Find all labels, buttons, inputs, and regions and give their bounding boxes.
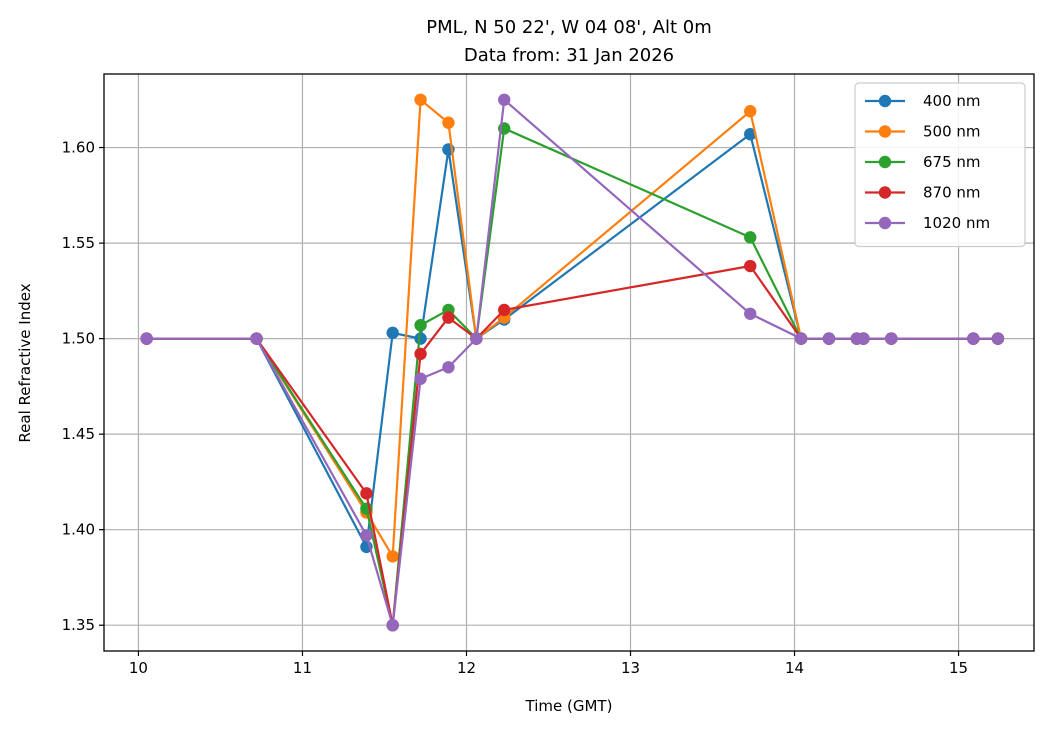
x-axis-label: Time (GMT)	[525, 697, 613, 715]
legend-box	[854, 82, 1026, 248]
data-point-870-nm	[498, 303, 511, 317]
x-tick-label: 14	[785, 659, 804, 677]
data-point-500-nm	[442, 116, 455, 129]
data-point-1020-nm	[470, 332, 483, 345]
data-point-500-nm	[744, 105, 757, 118]
data-point-1020-nm	[442, 361, 455, 374]
data-point-500-nm	[414, 93, 427, 106]
data-point-1020-nm	[360, 529, 373, 542]
data-point-400-nm	[414, 332, 427, 345]
series-870-nm	[140, 259, 1005, 632]
data-point-400-nm	[744, 127, 757, 141]
chart-subtitle: Data from: 31 Jan 2026	[464, 45, 674, 66]
x-tick-label: 10	[129, 659, 148, 677]
y-axis-label: Real Refractive Index	[16, 283, 34, 442]
x-tick-label: 15	[949, 659, 968, 677]
data-point-1020-nm	[794, 332, 808, 345]
data-point-870-nm	[442, 311, 455, 324]
data-point-675-nm	[744, 231, 757, 244]
series-line-1020-nm	[146, 98, 998, 627]
legend-marker	[878, 125, 892, 138]
legend-label: 1020 nm	[923, 214, 990, 232]
legend-item: 400 nm	[865, 92, 981, 110]
x-tick-label: 11	[293, 659, 312, 677]
series-line-870-nm	[146, 264, 998, 627]
plot-frame	[103, 73, 1035, 652]
legend-marker	[878, 216, 892, 230]
legend-label: 500 nm	[923, 123, 981, 141]
series-1020-nm	[140, 93, 1005, 632]
y-tick-label: 1.55	[62, 234, 95, 252]
x-tick-label: 13	[621, 659, 640, 677]
data-point-870-nm	[414, 347, 427, 361]
legend-item: 675 nm	[865, 153, 981, 171]
y-tick-label: 1.45	[62, 425, 95, 443]
legend-item: 1020 nm	[865, 214, 990, 232]
data-point-1020-nm	[414, 372, 427, 385]
legend-label: 400 nm	[923, 92, 981, 110]
series-layer	[140, 93, 1005, 632]
y-tick-label: 1.50	[62, 330, 95, 348]
y-tick-label: 1.40	[62, 521, 95, 539]
data-point-870-nm	[360, 487, 373, 500]
data-point-500-nm	[386, 550, 399, 563]
legend: 400 nm 500 nm 675 nm 870 nm 1020 nm	[854, 82, 1026, 248]
data-point-1020-nm	[744, 307, 757, 320]
y-tick-label: 1.35	[62, 616, 95, 634]
data-point-1020-nm	[967, 332, 980, 345]
legend-item: 500 nm	[865, 123, 981, 141]
legend-marker	[878, 155, 892, 169]
data-point-1020-nm	[140, 332, 153, 345]
x-tick-label: 12	[457, 659, 476, 677]
legend-item: 870 nm	[865, 184, 981, 202]
data-point-870-nm	[744, 259, 757, 273]
data-point-675-nm	[414, 319, 427, 332]
data-point-1020-nm	[991, 332, 1005, 345]
ticks: 10 11 12 13 14 15 1.35 1.40 1.45 1.50 1.55 1.60	[62, 139, 969, 677]
legend-label: 675 nm	[923, 153, 981, 171]
data-point-1020-nm	[250, 332, 263, 345]
data-point-400-nm	[386, 326, 399, 340]
data-point-1020-nm	[857, 332, 870, 345]
y-tick-label: 1.60	[62, 139, 95, 157]
data-point-1020-nm	[885, 332, 898, 345]
legend-marker	[878, 94, 892, 108]
legend-marker	[878, 186, 892, 199]
legend-label: 870 nm	[923, 184, 981, 202]
data-point-1020-nm	[498, 93, 511, 106]
data-point-1020-nm	[822, 332, 836, 345]
chart-title: PML, N 50 22', W 04 08', Alt 0m	[426, 17, 712, 38]
data-point-1020-nm	[386, 619, 399, 632]
